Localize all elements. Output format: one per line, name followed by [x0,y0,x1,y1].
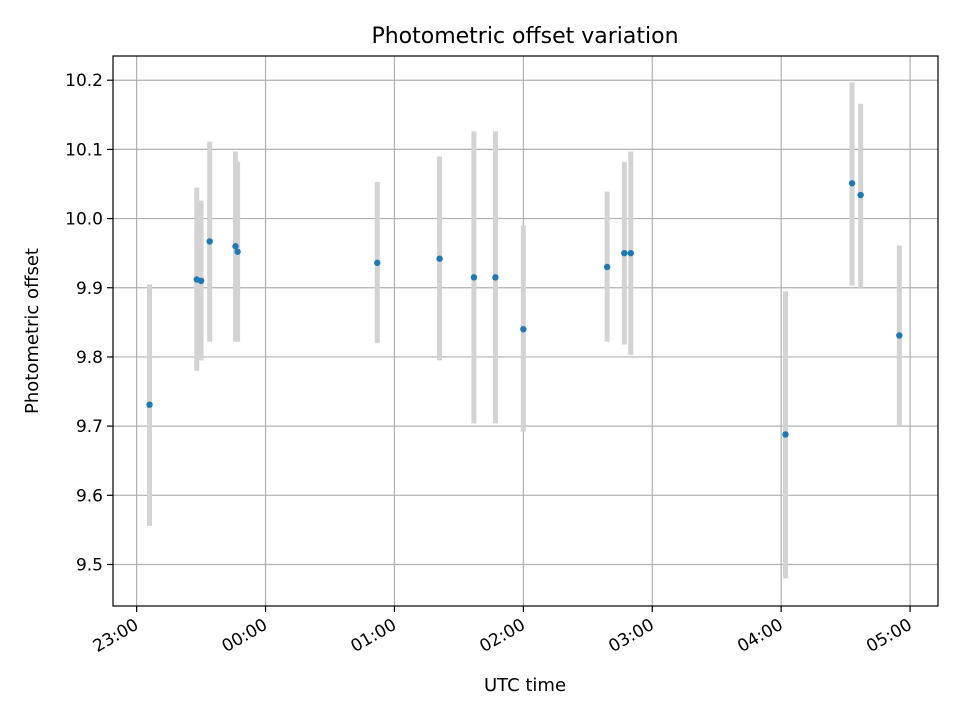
y-axis-ticks: 9.5 9.6 9.7 9.8 9.9 10.0 10.1 10.2 [65,71,113,575]
x-tick-label: 23:00 [90,615,142,657]
y-tick-label: 9.5 [76,555,103,575]
data-points [146,180,903,438]
y-tick-label: 9.9 [76,279,103,299]
data-point [146,401,153,408]
data-point [492,274,499,281]
data-point [848,180,856,187]
x-tick-label: 04:00 [734,615,786,657]
data-point [232,243,239,250]
y-tick-label: 10.1 [65,140,103,160]
x-tick-label: 00:00 [219,615,271,657]
x-tick-label: 01:00 [348,615,400,657]
x-tick-label: 02:00 [476,615,528,657]
x-axis-label: UTC time [484,675,566,696]
grid [113,56,938,606]
y-axis-label: Photometric offset [22,248,43,414]
data-point [436,255,443,262]
data-point [627,249,634,257]
data-point [896,332,903,339]
plot-frame [112,55,939,607]
data-point [206,238,213,245]
y-tick-label: 9.8 [76,348,103,368]
data-point [374,259,381,267]
data-point [470,274,478,281]
data-point [621,249,628,257]
data-point [234,248,241,255]
data-point [857,191,864,199]
y-tick-label: 9.6 [76,486,103,506]
chart-title: Photometric offset variation [371,24,678,49]
data-point [603,263,611,271]
data-point [782,431,789,438]
data-point [520,326,527,333]
y-tick-label: 9.7 [76,417,103,437]
y-tick-label: 10.0 [65,210,103,230]
x-axis-ticks: 23:00 00:00 01:00 02:00 03:00 04:00 05:00 [90,606,916,657]
data-point [197,277,205,285]
x-tick-label: 05:00 [863,615,915,657]
y-tick-label: 10.2 [65,71,103,91]
x-tick-label: 03:00 [605,615,657,657]
